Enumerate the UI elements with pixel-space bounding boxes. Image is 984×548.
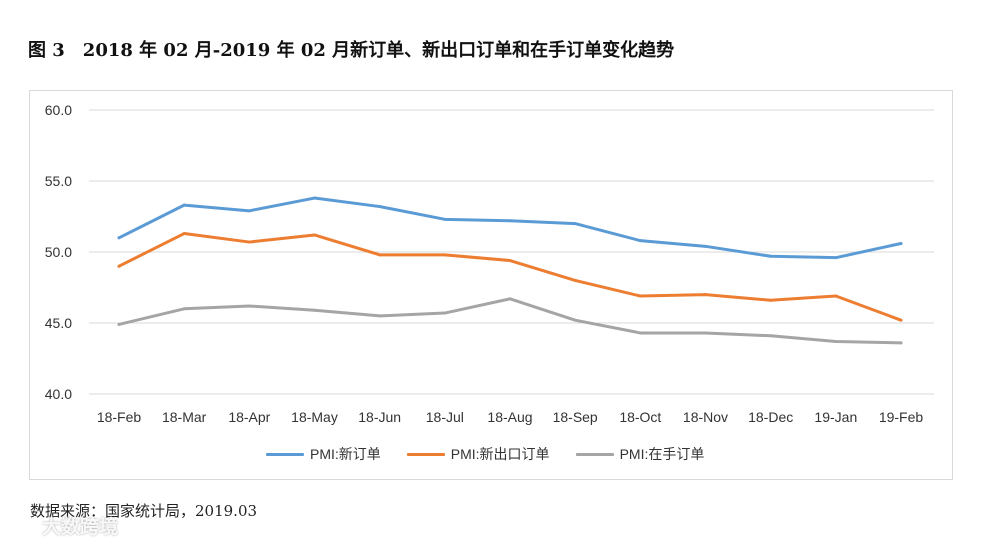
data-point [117, 264, 121, 268]
data-point [769, 334, 773, 338]
data-point [443, 217, 447, 221]
x-tick-label: 19-Jan [814, 409, 857, 425]
data-point [313, 196, 316, 200]
data-point [573, 318, 577, 322]
x-tick-label: 18-Jul [426, 409, 464, 425]
data-point [313, 308, 316, 312]
data-point [247, 240, 251, 244]
data-point [638, 239, 642, 243]
data-point [182, 203, 186, 207]
y-tick-label: 60.0 [45, 102, 72, 118]
x-tick-label: 18-May [291, 409, 338, 425]
x-tick-label: 18-Apr [228, 409, 270, 425]
grid-lines [89, 109, 934, 395]
x-tick-label: 18-Feb [97, 409, 142, 425]
legend-swatch [575, 452, 614, 456]
data-point [573, 222, 577, 226]
chart-legend: PMI:新订单 PMI:新出口订单 PMI:在手订单 [266, 444, 730, 464]
figure-title: 图 3 2018 年 02 月-2019 年 02 月新订单、新出口订单和在手订单… [28, 36, 674, 62]
data-point [443, 253, 447, 257]
series-line-0 [117, 196, 903, 260]
figure-number: 图 3 [28, 40, 65, 61]
legend-item-2: PMI:在手订单 [575, 444, 705, 464]
brand-logo-icon [6, 517, 36, 534]
data-point [899, 241, 903, 245]
x-tick-label: 18-Oct [619, 409, 661, 425]
data-point [704, 293, 707, 297]
data-point [443, 311, 447, 315]
data-point [899, 318, 903, 322]
series-lines [117, 196, 903, 345]
data-point [899, 341, 903, 345]
data-point [834, 294, 838, 298]
legend-swatch [406, 452, 445, 456]
data-point [378, 253, 382, 257]
data-point [769, 298, 773, 302]
x-tick-label: 19-Feb [879, 409, 924, 425]
data-point [508, 219, 512, 223]
data-point [182, 307, 186, 311]
data-point [704, 331, 707, 335]
series-line-2 [117, 297, 903, 345]
data-point [247, 304, 251, 308]
data-point [247, 209, 251, 213]
data-point [378, 314, 382, 318]
data-point [508, 297, 512, 301]
watermark-text: 大数跨境 [42, 517, 119, 538]
data-point [313, 233, 316, 237]
data-point [638, 294, 642, 298]
x-tick-label: 18-Jun [358, 409, 401, 425]
legend-label: PMI:在手订单 [619, 446, 705, 462]
data-point [638, 331, 642, 335]
source-note: 数据来源：国家统计局，2019.03 [30, 502, 258, 520]
data-point [834, 256, 838, 260]
x-tick-label: 18-Dec [748, 409, 793, 425]
legend-swatch [266, 452, 304, 456]
x-tick-label: 18-Sep [553, 409, 598, 425]
x-tick-label: 18-Mar [162, 409, 207, 425]
data-point [508, 259, 512, 263]
y-tick-label: 45.0 [45, 315, 72, 331]
y-tick-label: 55.0 [45, 173, 72, 189]
data-point [182, 232, 186, 236]
y-axis-tick-labels: 60.0 55.0 50.0 45.0 40.0 [45, 102, 72, 402]
x-axis-tick-labels: 18-Feb 18-Mar 18-Apr 18-May 18-Jun 18-Jul 18-A… [97, 409, 924, 425]
figure-title-text: 2018 年 02 月-2019 年 02 月新订单、新出口订单和在手订单变化趋… [82, 40, 675, 61]
data-point [769, 254, 773, 258]
legend-item-0: PMI:新订单 [266, 444, 381, 464]
legend-label: PMI:新订单 [310, 446, 381, 462]
x-tick-label: 18-Aug [487, 409, 532, 425]
chart-frame [29, 90, 953, 480]
legend-item-1: PMI:新出口订单 [406, 444, 550, 464]
watermark: 大数跨境 [6, 512, 118, 539]
legend-label: PMI:新出口订单 [450, 446, 550, 462]
data-point [573, 278, 577, 282]
data-point [378, 205, 382, 209]
data-point [704, 244, 707, 248]
y-tick-label: 50.0 [45, 244, 72, 260]
data-point [117, 236, 121, 240]
data-point [117, 322, 121, 326]
y-tick-label: 40.0 [45, 386, 72, 402]
x-tick-label: 18-Nov [683, 409, 728, 425]
data-point [834, 339, 838, 343]
